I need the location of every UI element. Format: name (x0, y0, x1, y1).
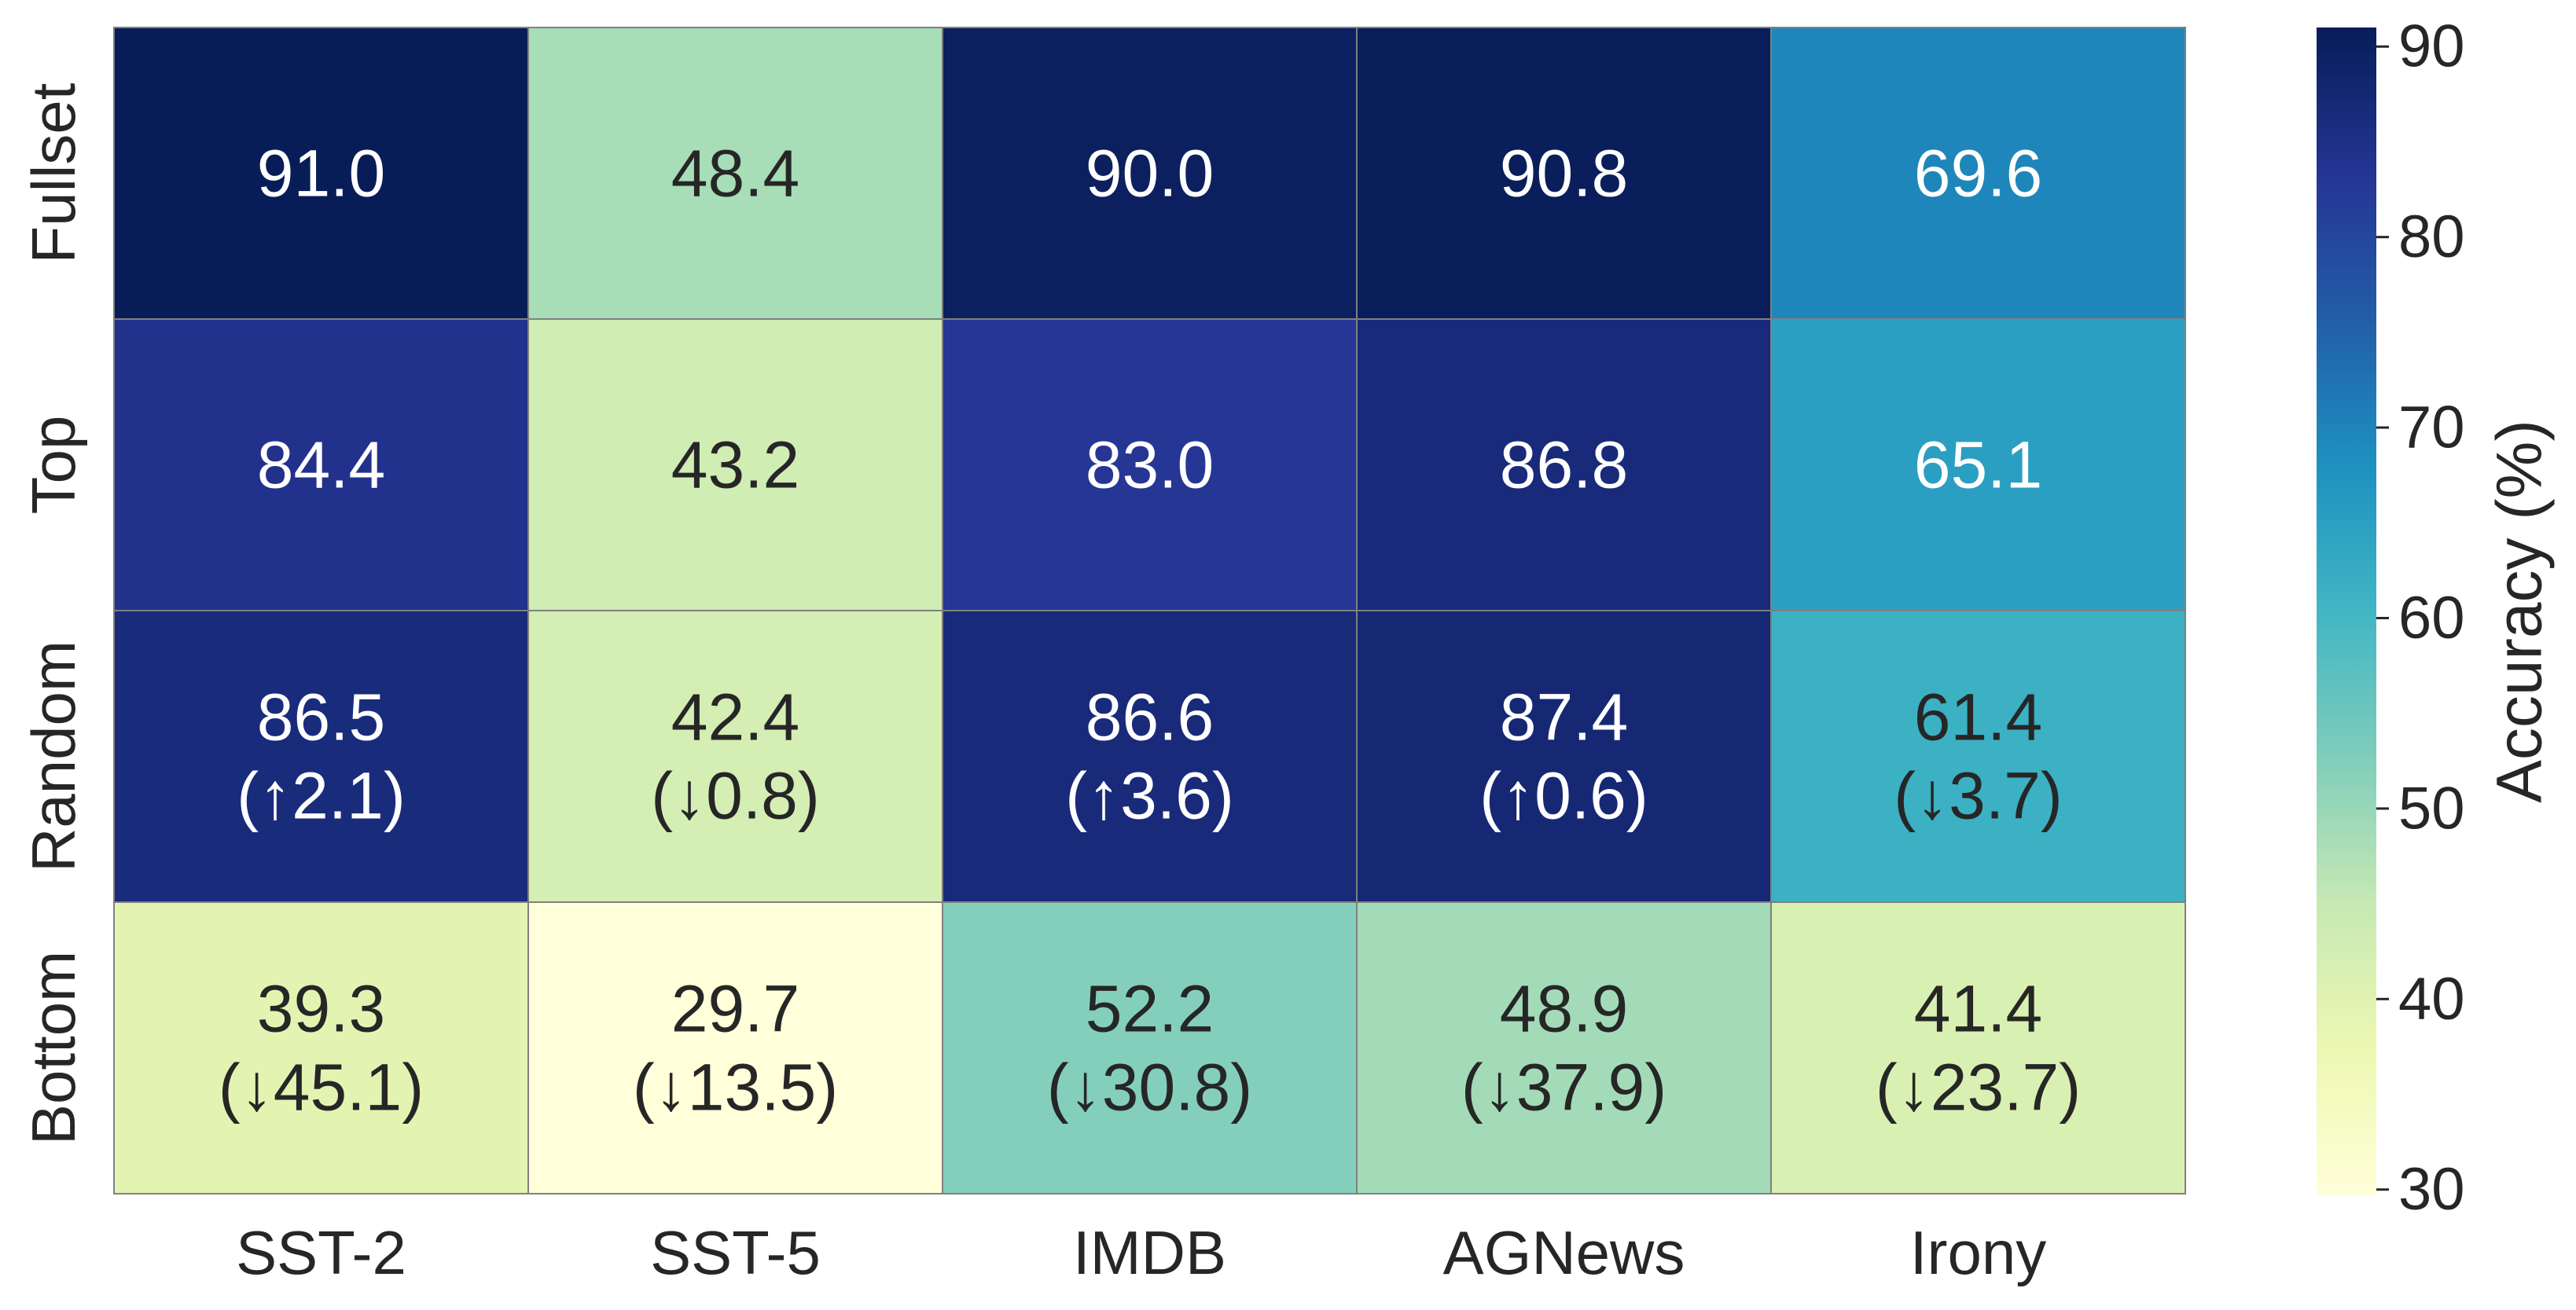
heatmap-cell: 84.4 (113, 318, 529, 611)
colorbar-tick-label: 80 (2398, 204, 2465, 270)
cell-value-label: 48.4 (671, 137, 800, 211)
heatmap-cells: 91.0 48.4 90.0 90.8 69.6 84.4 43.2 83.0 86.8 65.1… (113, 27, 2186, 1194)
y-tick-label: Fullset (19, 83, 88, 263)
heatmap-cell: 61.4 (↓3.7) (1770, 610, 2186, 903)
heatmap-cell-rect (113, 318, 529, 611)
heatmap-cell-rect (527, 901, 943, 1194)
heatmap-cell-rect (113, 901, 529, 1194)
heatmap-cell: 41.4 (↓23.7) (1770, 901, 2186, 1194)
heatmap-cell: 90.0 (942, 27, 1358, 320)
heatmap-cell: 83.0 (942, 318, 1358, 611)
colorbar-tick-label: 40 (2398, 966, 2465, 1033)
heatmap-cell-rect (527, 318, 943, 611)
heatmap-cell-rect (1356, 901, 1772, 1194)
heatmap-cell-rect (1770, 610, 2186, 903)
heatmap-cell: 86.8 (1356, 318, 1772, 611)
cell-value-label: 90.0 (1086, 137, 1215, 211)
heatmap-cell-rect (527, 27, 943, 320)
cell-value-label: 52.2 (↓30.8) (1047, 972, 1252, 1125)
heatmap-cell: 87.4 (↑0.6) (1356, 610, 1772, 903)
cell-value-label: 86.8 (1500, 428, 1629, 502)
heatmap-cell: 86.6 (↑3.6) (942, 610, 1358, 903)
heatmap-cell-rect (1356, 27, 1772, 320)
heatmap-cell: 43.2 (527, 318, 943, 611)
heatmap-cell-rect (527, 610, 943, 903)
heatmap-cell: 52.2 (↓30.8) (942, 901, 1358, 1194)
heatmap-cell: 69.6 (1770, 27, 2186, 320)
heatmap-cell-rect (942, 610, 1358, 903)
colorbar-tick-label: 60 (2398, 585, 2465, 651)
cell-value-label: 84.4 (257, 428, 386, 502)
cell-value-label: 86.6 (↑3.6) (1065, 681, 1234, 833)
heatmap-cell-rect (113, 27, 529, 320)
cell-value-label: 91.0 (257, 137, 386, 211)
heatmap-cell: 42.4 (↓0.8) (527, 610, 943, 903)
y-tick-label: Random (19, 640, 88, 872)
y-tick-label: Bottom (19, 951, 88, 1145)
cell-value-label: 87.4 (↑0.6) (1479, 681, 1648, 833)
cell-value-label: 39.3 (↓45.1) (219, 972, 424, 1125)
cell-value-label: 48.9 (↓37.9) (1461, 972, 1666, 1125)
colorbar-tick-label: 70 (2398, 394, 2465, 461)
x-axis-tick-labels: SST-2 SST-5 IMDB AGNews Irony (236, 1218, 2046, 1287)
heatmap-cell-rect (942, 318, 1358, 611)
heatmap-cell: 90.8 (1356, 27, 1772, 320)
x-tick-label: IMDB (1073, 1218, 1226, 1287)
cell-value-label: 69.6 (1914, 137, 2043, 211)
heatmap-cell: 91.0 (113, 27, 529, 320)
heatmap-cell-rect (1770, 901, 2186, 1194)
heatmap-cell-rect (1770, 318, 2186, 611)
colorbar-tick-label: 30 (2398, 1156, 2465, 1223)
cell-value-label: 83.0 (1086, 428, 1215, 502)
heatmap-cell: 48.4 (527, 27, 943, 320)
colorbar-tick-label: 90 (2398, 13, 2465, 80)
colorbar-tick-label: 50 (2398, 775, 2465, 842)
cell-value-label: 29.7 (↓13.5) (633, 972, 838, 1125)
cell-value-label: 86.5 (↑2.1) (237, 681, 406, 833)
x-tick-label: SST-2 (236, 1218, 406, 1287)
heatmap-cell: 29.7 (↓13.5) (527, 901, 943, 1194)
colorbar-gradient (2317, 28, 2376, 1195)
colorbar: 30 40 50 60 70 80 90 Accuracy (%) (2317, 13, 2556, 1223)
heatmap-cell-rect (1356, 610, 1772, 903)
cell-value-label: 65.1 (1914, 428, 2043, 502)
heatmap-cell-rect (942, 901, 1358, 1194)
y-axis-tick-labels: Fullset Top Random Bottom (19, 83, 88, 1145)
x-tick-label: SST-5 (650, 1218, 821, 1287)
cell-value-label: 61.4 (↓3.7) (1894, 681, 2063, 833)
x-tick-label: Irony (1910, 1218, 2046, 1287)
heatmap-cell: 39.3 (↓45.1) (113, 901, 529, 1194)
heatmap-cell-rect (113, 610, 529, 903)
cell-value-label: 90.8 (1500, 137, 1629, 211)
cell-value-label: 43.2 (671, 428, 800, 502)
colorbar-label: Accuracy (%) (2484, 420, 2556, 803)
heatmap-cell: 48.9 (↓37.9) (1356, 901, 1772, 1194)
x-tick-label: AGNews (1443, 1218, 1685, 1287)
heatmap-cell-rect (942, 27, 1358, 320)
heatmap-cell-rect (1770, 27, 2186, 320)
cell-value-label: 42.4 (↓0.8) (651, 681, 820, 833)
y-tick-label: Top (19, 416, 88, 515)
cell-value-label: 41.4 (↓23.7) (1876, 972, 2081, 1125)
heatmap-cell: 86.5 (↑2.1) (113, 610, 529, 903)
heatmap-cell: 65.1 (1770, 318, 2186, 611)
